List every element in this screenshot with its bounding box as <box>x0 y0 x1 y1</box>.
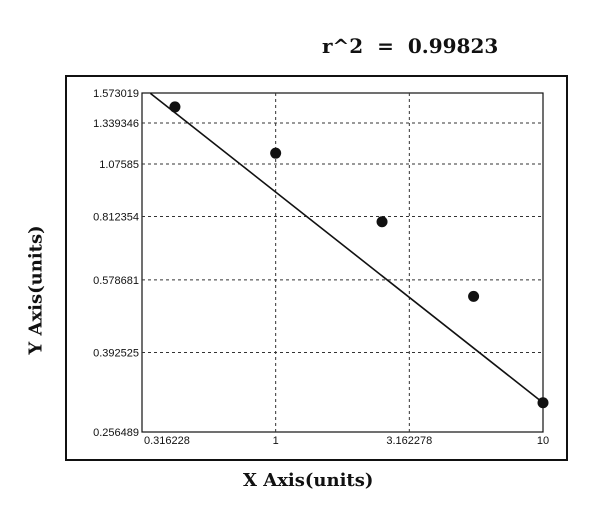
data-point <box>169 101 181 113</box>
x-tick-label: 1 <box>273 435 279 447</box>
data-point <box>468 290 480 302</box>
chart-frame <box>65 75 568 461</box>
x-tick-label: 0.316228 <box>144 435 190 447</box>
x-tick-label: 10 <box>537 435 549 447</box>
y-tick-label: 1.339346 <box>93 118 139 130</box>
plot-area-border <box>141 92 544 433</box>
y-tick-label: 0.578681 <box>93 275 139 287</box>
y-tick-label: 1.573019 <box>93 88 139 100</box>
y-tick-label: 0.256489 <box>93 427 139 439</box>
y-tick-label: 1.07585 <box>99 159 139 171</box>
fit-line <box>149 92 544 404</box>
r-squared-annotation: r^2 = 0.99823 <box>322 34 499 58</box>
y-axis-title: Y Axis(units) <box>25 225 47 355</box>
data-point <box>270 147 282 159</box>
y-tick-label: 0.392525 <box>93 347 139 359</box>
data-point <box>537 397 549 409</box>
x-axis-title: X Axis(units) <box>243 470 374 491</box>
x-tick-label: 3.162278 <box>386 435 432 447</box>
data-point <box>376 216 388 228</box>
y-tick-label: 0.812354 <box>93 212 139 224</box>
